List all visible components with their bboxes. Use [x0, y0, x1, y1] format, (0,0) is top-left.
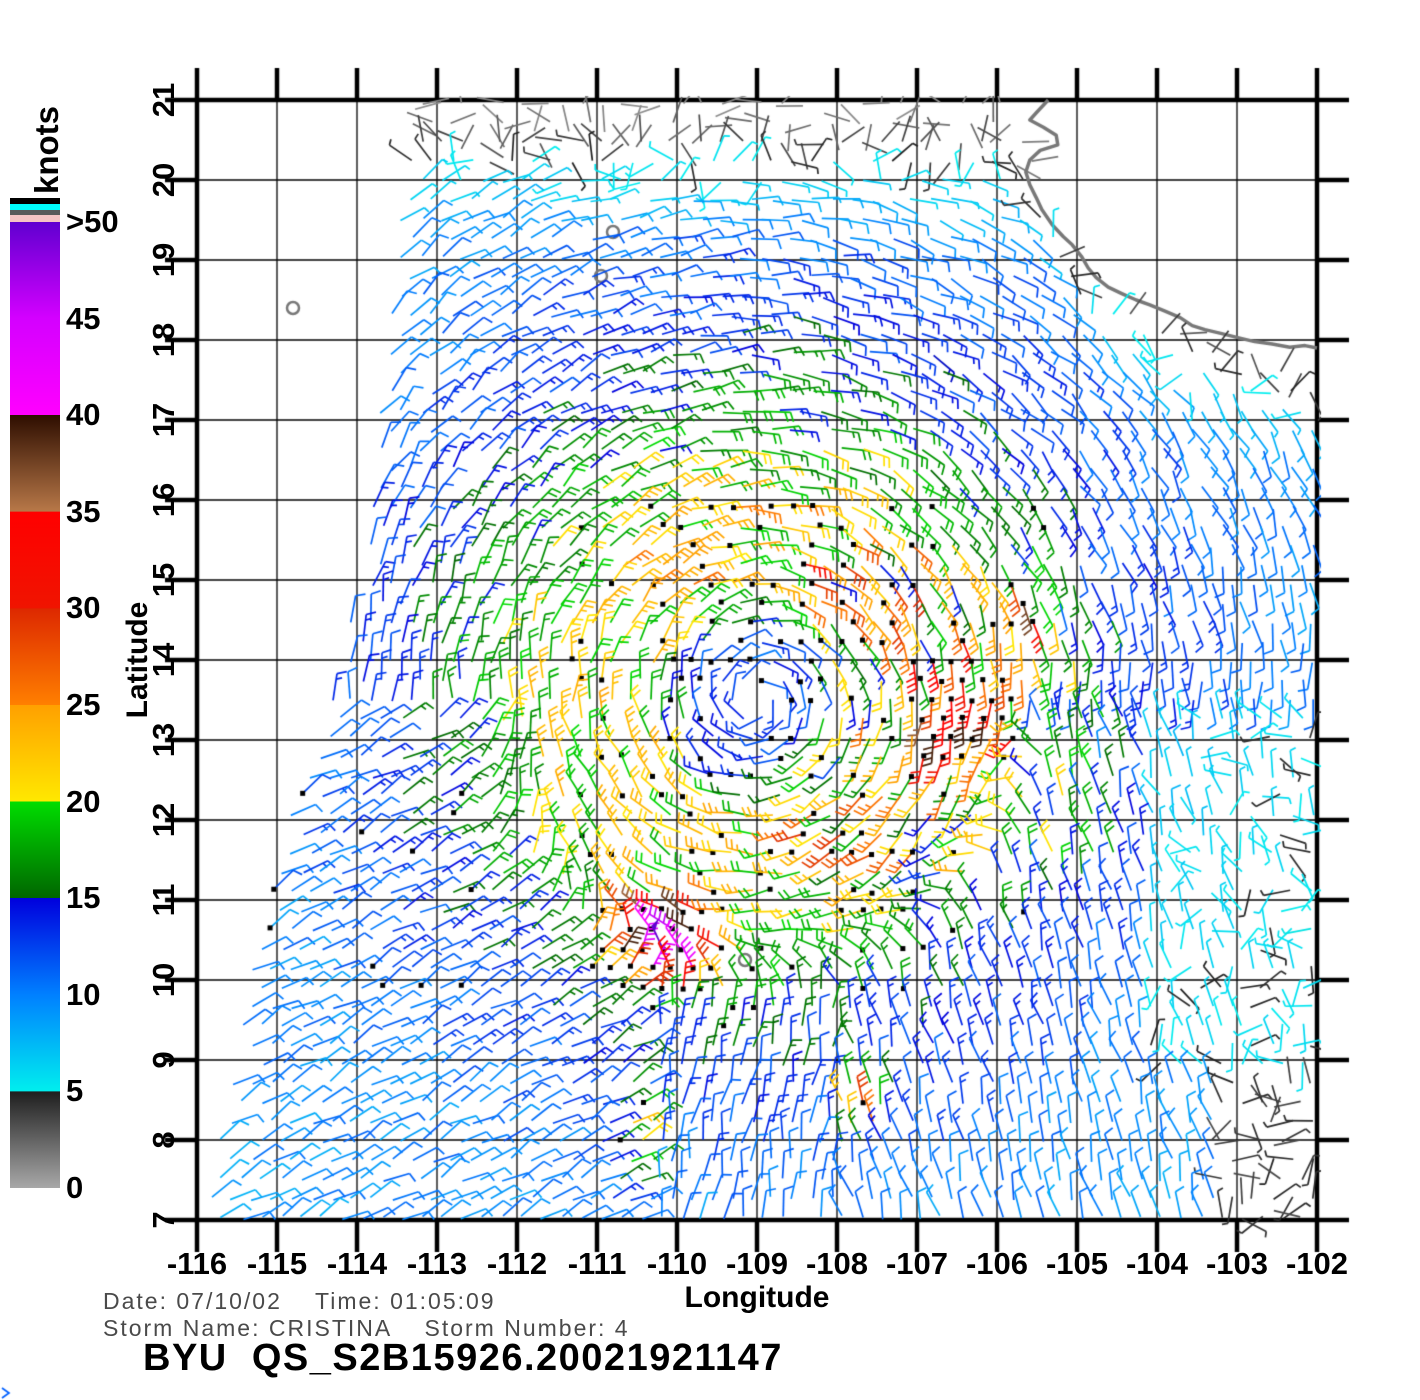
y-tick-label: 10 — [146, 962, 181, 998]
colorbar-tick-label: 10 — [66, 976, 101, 1012]
x-tick-label: -111 — [567, 1246, 627, 1281]
y-tick-label: 9 — [146, 1051, 181, 1069]
y-tick-label: 13 — [146, 722, 181, 758]
colorbar-stripe — [10, 210, 60, 215]
colorbar-stripe — [10, 198, 60, 204]
x-tick-label: -113 — [406, 1246, 468, 1281]
x-tick-label: -116 — [166, 1246, 228, 1281]
x-tick-label: -105 — [1045, 1246, 1109, 1281]
x-tick-label: -102 — [1285, 1246, 1349, 1281]
colorbar-top-stripes — [10, 198, 60, 222]
colorbar-tick-label: 30 — [66, 590, 101, 626]
y-tick-label: 19 — [146, 242, 181, 278]
y-axis-title: Latitude — [121, 601, 154, 719]
y-tick-label: 7 — [146, 1211, 181, 1229]
x-tick-label: -108 — [805, 1246, 869, 1281]
y-tick-label: 20 — [146, 162, 181, 198]
x-tick-label: -103 — [1205, 1246, 1269, 1281]
colorbar-title: knots — [28, 105, 65, 195]
x-tick-label: -104 — [1125, 1246, 1189, 1281]
date-time-line: Date: 07/10/02 Time: 01:05:09 — [103, 1288, 496, 1314]
colorbar — [10, 222, 60, 1188]
x-tick-label: -115 — [246, 1246, 308, 1281]
x-axis-title: Longitude — [684, 1281, 830, 1314]
storm-name-line: Storm Name: CRISTINA Storm Number: 4 — [103, 1315, 630, 1341]
colorbar-tick-label: 15 — [66, 880, 101, 916]
colorbar-tick-label: 25 — [66, 687, 101, 722]
x-tick-label: -109 — [725, 1246, 789, 1281]
colorbar-tick-label: 40 — [66, 397, 101, 433]
x-tick-label: -112 — [486, 1246, 548, 1281]
colorbar-tick-label: 45 — [66, 300, 101, 336]
x-tick-label: -110 — [646, 1246, 708, 1281]
colorbar-tick-label: 35 — [66, 493, 101, 529]
colorbar-tick-label: 5 — [66, 1073, 84, 1109]
colorbar-tick-label: >50 — [66, 204, 119, 239]
y-tick-label: 8 — [146, 1131, 181, 1149]
x-tick-label: -107 — [885, 1246, 949, 1281]
y-tick-label: 11 — [146, 883, 181, 917]
x-tick-label: -106 — [965, 1246, 1029, 1281]
y-tick-label: 21 — [146, 82, 181, 118]
plot-title: BYU QS_S2B15926.20021921147 — [143, 1337, 783, 1379]
colorbar-tick-label: 20 — [66, 783, 101, 819]
y-tick-label: 18 — [146, 322, 181, 358]
y-tick-label: 12 — [146, 802, 181, 838]
y-tick-label: 16 — [146, 482, 181, 518]
x-tick-label: -114 — [326, 1246, 388, 1281]
y-tick-label: 17 — [146, 402, 181, 438]
colorbar-stripe — [10, 204, 60, 210]
colorbar-stripe — [10, 215, 60, 222]
y-tick-label: 15 — [146, 562, 181, 598]
colorbar-tick-label: 0 — [66, 1170, 84, 1205]
